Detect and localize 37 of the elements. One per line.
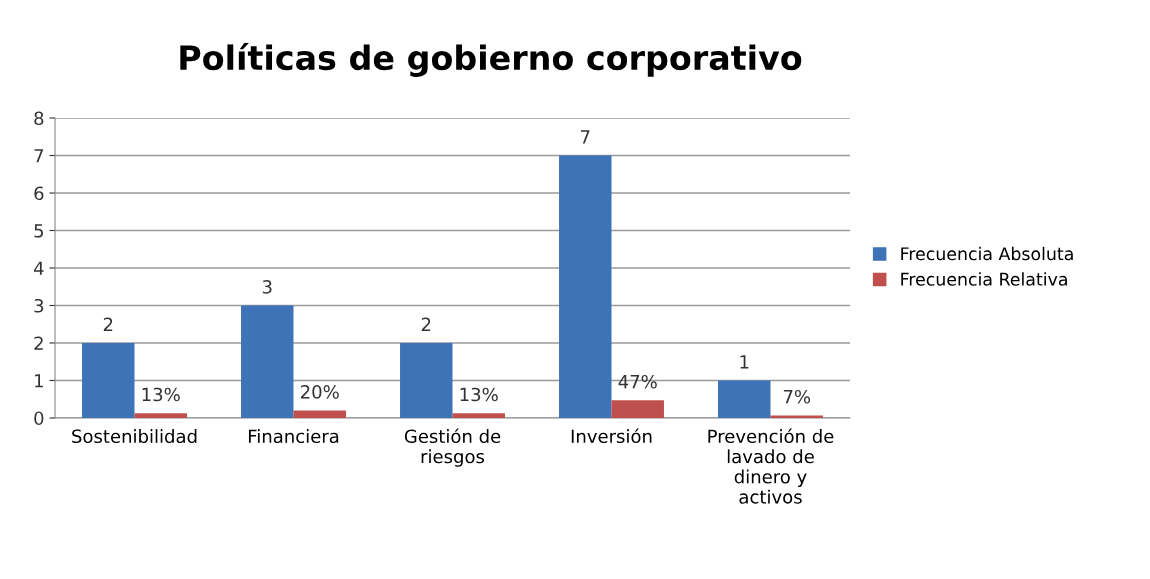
y-tick-label: 3 xyxy=(34,298,44,313)
data-label: 20% xyxy=(300,385,339,399)
data-label: 3 xyxy=(262,280,272,294)
y-tick-label: 5 xyxy=(34,224,44,238)
legend-label: Frecuencia Relativa xyxy=(901,272,1067,286)
bar xyxy=(559,155,612,418)
bar xyxy=(241,305,294,418)
data-label: 2 xyxy=(103,317,113,331)
bar xyxy=(82,343,135,418)
data-label: 2 xyxy=(421,317,431,331)
bar xyxy=(718,380,771,418)
x-tick-label: Inversión xyxy=(571,428,652,444)
y-tick-label: 6 xyxy=(34,186,44,201)
chart-title: Políticas de gobierno corporativo xyxy=(180,43,802,77)
data-label: 1 xyxy=(740,355,749,369)
x-tick-label: Sostenibilidad xyxy=(72,429,197,444)
x-tick-label: Gestión de riesgos xyxy=(404,428,501,467)
x-tick-label: Prevención de lavado de dinero y activos xyxy=(708,428,834,504)
x-tick-label: Financiera xyxy=(248,429,339,444)
bar xyxy=(293,410,346,418)
y-tick-label: 2 xyxy=(34,336,43,350)
legend-label: Frecuencia Absoluta xyxy=(901,246,1073,261)
y-tick-label: 7 xyxy=(34,149,44,163)
data-label: 13% xyxy=(460,387,498,402)
bar xyxy=(400,343,453,418)
data-label: 7% xyxy=(783,389,811,404)
y-tick-label: 8 xyxy=(34,111,44,126)
bar xyxy=(770,415,823,418)
data-label: 47% xyxy=(618,374,657,389)
data-label: 7 xyxy=(581,130,590,144)
y-tick-label: 4 xyxy=(33,261,44,275)
y-tick-label: 0 xyxy=(34,411,44,426)
bar xyxy=(452,413,505,418)
bar xyxy=(611,400,664,418)
data-label: 13% xyxy=(142,387,180,402)
bar xyxy=(134,413,187,418)
y-tick-label: 1 xyxy=(35,374,43,388)
